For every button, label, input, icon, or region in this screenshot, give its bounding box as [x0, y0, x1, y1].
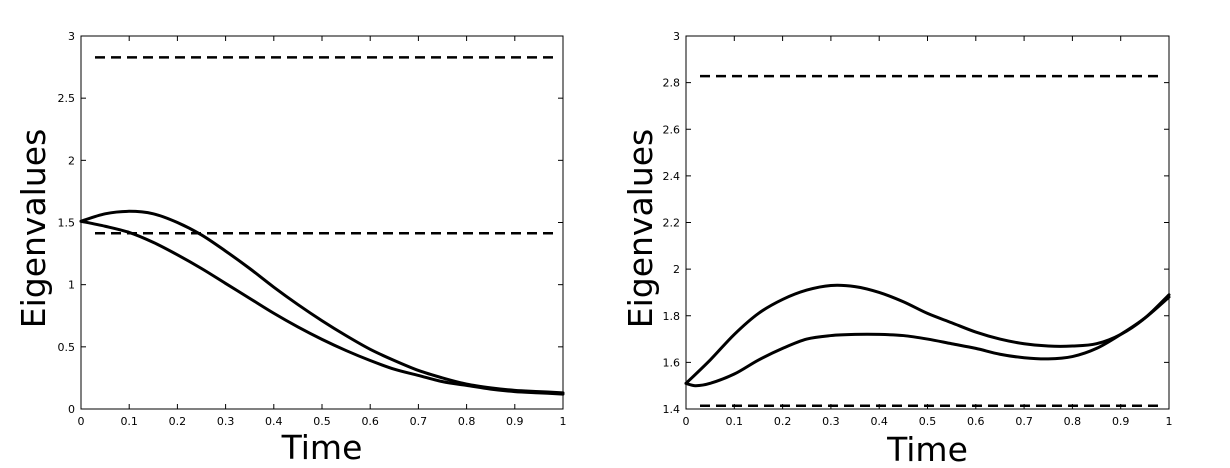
- y-tick-label: 0.5: [58, 341, 76, 354]
- x-tick-label: 0.5: [919, 415, 937, 428]
- plot-frame: [685, 35, 1170, 410]
- x-tick-label: 0.4: [870, 415, 888, 428]
- x-tick-label: 0.7: [1015, 415, 1033, 428]
- eigenvalue-series-line: [684, 295, 1171, 388]
- y-tick-label: 1.8: [663, 310, 681, 323]
- x-tick-label: 1: [1166, 415, 1173, 428]
- x-tick-label: 0.6: [361, 415, 379, 428]
- y-tick-label: 2.4: [663, 170, 681, 183]
- x-tick-label: 0.1: [120, 415, 138, 428]
- x-tick-label: 0.5: [313, 415, 331, 428]
- x-tick-label: 0.7: [410, 415, 428, 428]
- y-tick-label: 1.5: [58, 217, 76, 230]
- y-tick-label: 3: [673, 30, 680, 43]
- x-tick-label: 0.8: [458, 415, 476, 428]
- left-chart: 0 0.1 0.2 0.3 0.4 0.5 0.6 0.7 0.8 0.9 1 0 0.5 1 1.5 2 2.…: [14, 30, 567, 467]
- x-tick-label: 0.8: [1064, 415, 1082, 428]
- eigenvalue-series-line: [79, 209, 565, 395]
- y-tick-label: 2.8: [663, 77, 681, 90]
- x-axis-title: Time: [886, 430, 968, 468]
- x-tick-label: 0.3: [822, 415, 840, 428]
- x-axis-title: Time: [281, 428, 363, 467]
- eigenvalue-series-line: [79, 219, 565, 396]
- y-axis-title: Eigenvalues: [14, 129, 53, 329]
- eigenvalue-series-line: [684, 283, 1171, 385]
- y-tick-label: 1.6: [663, 356, 681, 369]
- y-tick-label: 2: [673, 263, 680, 276]
- x-tick-label: 0.9: [1112, 415, 1130, 428]
- y-tick-label: 2: [68, 154, 75, 167]
- plot-frame: [80, 35, 564, 410]
- x-tick-label: 0: [78, 415, 85, 428]
- x-tick-label: 0.1: [726, 415, 744, 428]
- right-chart: 0 0.1 0.2 0.3 0.4 0.5 0.6 0.7 0.8 0.9 1 1.4 1.6 1.8 2 2…: [621, 30, 1173, 468]
- x-tick-label: 0.2: [169, 415, 187, 428]
- y-tick-label: 2.5: [58, 92, 76, 105]
- y-tick-label: 1: [68, 279, 75, 292]
- x-tick-label: 0: [683, 415, 690, 428]
- x-tick-label: 0.2: [774, 415, 792, 428]
- y-tick-label: 2.2: [663, 217, 681, 230]
- y-axis-title: Eigenvalues: [621, 129, 660, 329]
- y-tick-label: 3: [68, 30, 75, 43]
- x-tick-label: 0.3: [217, 415, 235, 428]
- y-tick-label: 1.4: [663, 403, 681, 416]
- x-tick-label: 0.4: [265, 415, 283, 428]
- x-tick-label: 1: [560, 415, 567, 428]
- x-tick-label: 0.9: [506, 415, 524, 428]
- y-tick-label: 2.6: [663, 123, 681, 136]
- y-tick-label: 0: [68, 403, 75, 416]
- x-tick-label: 0.6: [967, 415, 985, 428]
